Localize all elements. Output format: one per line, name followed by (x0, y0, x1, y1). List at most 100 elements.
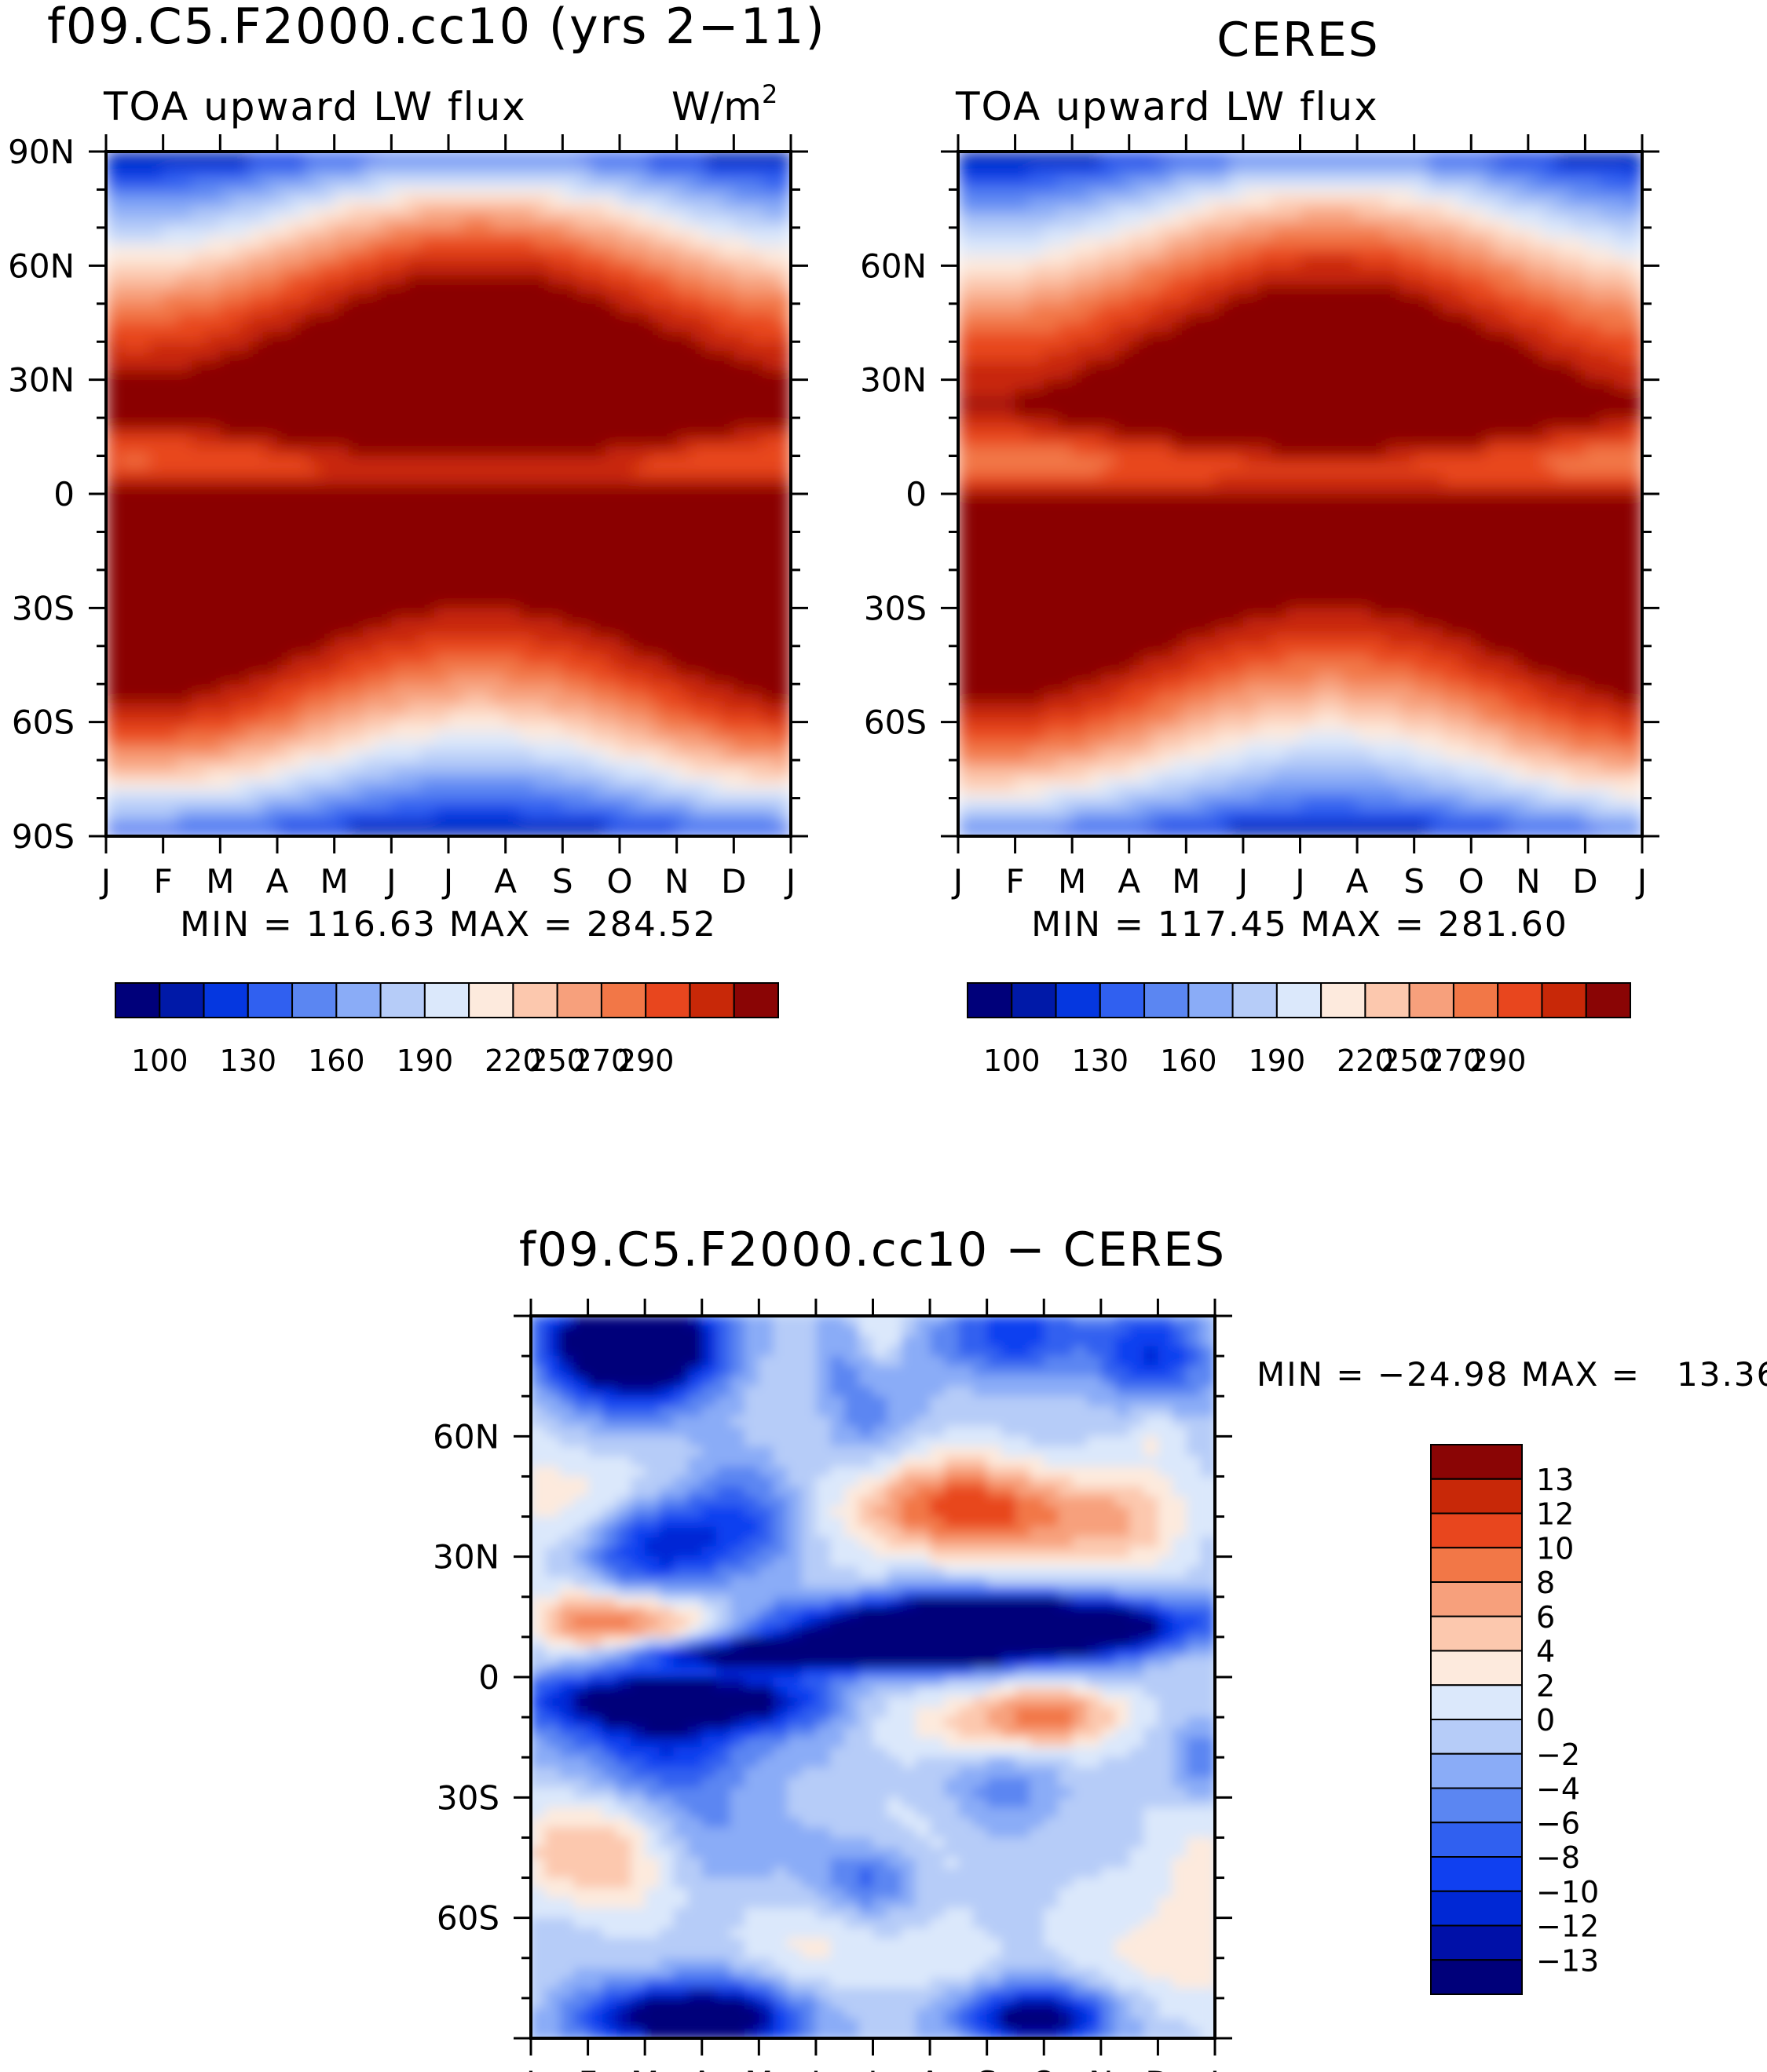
field-cell (1314, 312, 1330, 323)
field-cell (591, 351, 606, 362)
field-cell (291, 360, 307, 371)
field-cell (277, 494, 293, 505)
field-cell (534, 751, 550, 762)
field-cell (648, 294, 664, 305)
field-cell (1242, 398, 1258, 409)
field-cell (277, 712, 293, 723)
field-cell (448, 180, 464, 191)
field-cell (377, 323, 393, 334)
field-cell (1242, 312, 1258, 323)
field-cell (248, 522, 264, 533)
field-cell (163, 265, 178, 276)
field-cell (705, 751, 721, 762)
field-cell (1357, 152, 1373, 163)
field-cell (719, 294, 735, 305)
field-cell (1043, 265, 1059, 276)
field-cell (405, 418, 421, 429)
field-cell (1271, 370, 1287, 381)
field-cell (220, 418, 236, 429)
field-cell (334, 284, 349, 295)
field-cell (377, 275, 393, 286)
field-cell (1086, 427, 1102, 438)
field-cell (405, 703, 421, 714)
field-cell (958, 161, 974, 172)
field-cell (106, 180, 122, 191)
field-cell (748, 769, 763, 780)
field-cell (1200, 265, 1216, 276)
field-cell (206, 370, 221, 381)
field-cell (377, 684, 393, 695)
field-cell (620, 275, 635, 286)
field-cell (434, 589, 449, 600)
field-cell (986, 237, 1002, 248)
field-cell (1029, 208, 1044, 219)
field-cell (1385, 312, 1401, 323)
field-cell (519, 275, 535, 286)
field-cell (291, 161, 307, 172)
field-cell (192, 779, 207, 790)
field-cell (1457, 227, 1472, 238)
field-cell (491, 351, 507, 362)
field-cell (1257, 217, 1273, 228)
field-cell (334, 740, 349, 751)
field-cell (1542, 217, 1558, 228)
field-cell (391, 627, 407, 638)
field-cell (463, 303, 478, 314)
field-cell (419, 665, 435, 676)
field-cell (448, 608, 464, 619)
field-cell (1599, 303, 1615, 314)
field-cell (363, 237, 379, 248)
field-cell (576, 751, 592, 762)
field-cell (1527, 389, 1543, 400)
field-cell (519, 265, 535, 276)
field-cell (690, 170, 706, 181)
field-cell (676, 332, 692, 343)
field-cell (591, 199, 606, 210)
field-cell (734, 769, 749, 780)
field-cell (1371, 332, 1387, 343)
field-cell (1029, 332, 1044, 343)
field-cell (1143, 332, 1158, 343)
field-cell (177, 323, 192, 334)
field-cell (719, 807, 735, 818)
field-cell (120, 655, 136, 666)
field-cell (776, 427, 791, 438)
field-cell (505, 636, 521, 647)
field-cell (305, 608, 321, 619)
field-cell (448, 655, 464, 666)
field-cell (434, 199, 449, 210)
field-cell (1627, 217, 1642, 228)
field-cell (1471, 284, 1487, 295)
field-cell (1001, 199, 1016, 210)
field-cell (519, 474, 535, 485)
field-cell (534, 798, 550, 809)
field-cell (648, 455, 664, 466)
field-cell (220, 541, 236, 552)
field-cell (1557, 312, 1572, 323)
field-cell (363, 636, 379, 647)
field-cell (391, 446, 407, 457)
field-cell (348, 826, 364, 836)
x-tick-label: O (606, 862, 632, 901)
field-cell (1143, 256, 1158, 267)
field-cell (120, 731, 136, 742)
field-cell (1186, 217, 1202, 228)
field-cell (1557, 408, 1572, 419)
field-cell (734, 208, 749, 219)
field-cell (1286, 284, 1301, 295)
field-cell (120, 807, 136, 818)
field-cell (163, 227, 178, 238)
field-cell (972, 247, 988, 258)
field-cell (1513, 418, 1529, 429)
field-cell (305, 152, 321, 163)
field-cell (576, 360, 592, 371)
field-cell (1414, 284, 1429, 295)
field-cell (1072, 398, 1088, 409)
field-cell (1499, 379, 1515, 390)
field-cell (177, 303, 192, 314)
field-cell (234, 636, 250, 647)
field-cell (434, 474, 449, 485)
field-cell (705, 703, 721, 714)
field-cell (1328, 408, 1344, 419)
field-cell (958, 303, 974, 314)
